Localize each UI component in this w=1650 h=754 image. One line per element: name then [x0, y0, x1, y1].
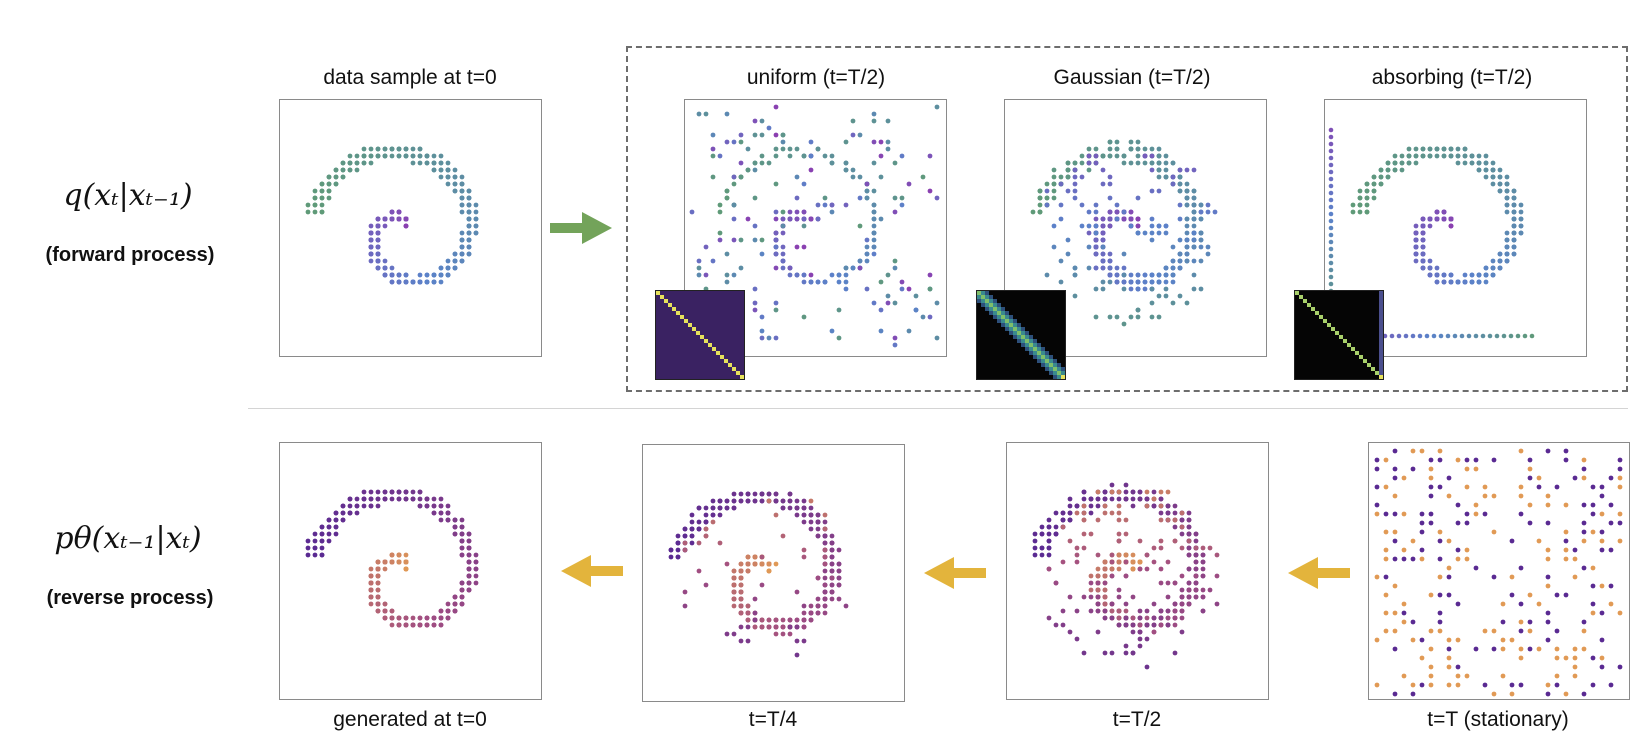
t-half-panel [1006, 442, 1269, 700]
t-half-scatter [1032, 482, 1220, 670]
uniform-scatter [689, 104, 940, 348]
t-full-scatter [1374, 448, 1623, 697]
t-full-caption: t=T (stationary) [1427, 708, 1569, 731]
t-quarter-caption: t=T/4 [748, 708, 798, 731]
generated-caption: generated at t=0 [333, 708, 487, 731]
reverse-equation: pθ(xₜ₋₁|xₜ) [54, 521, 202, 556]
reverse-process-label: (reverse process) [46, 587, 214, 609]
uniform-transition-matrix [655, 290, 745, 380]
forward-noise-group [626, 46, 1628, 392]
gaussian-panel [1004, 99, 1267, 357]
absorbing-transition-matrix [1294, 290, 1384, 380]
reverse-arrow-3-icon [1288, 557, 1350, 589]
t-quarter-panel [642, 444, 905, 702]
row-divider [248, 408, 1628, 409]
t-full-panel [1368, 442, 1630, 700]
forward-equation: q(xₜ|xₜ₋₁) [63, 178, 193, 213]
gaussian-title: Gaussian (t=T/2) [1053, 66, 1211, 89]
t-quarter-scatter [668, 491, 849, 658]
data-sample-scatter [305, 146, 479, 285]
data-sample-title: data sample at t=0 [323, 66, 497, 89]
absorbing-title: absorbing (t=T/2) [1371, 66, 1533, 89]
reverse-arrow-1-icon [561, 555, 623, 587]
gaussian-transition-matrix [976, 290, 1066, 380]
forward-arrow-icon [550, 212, 612, 244]
uniform-title: uniform (t=T/2) [746, 66, 886, 89]
reverse-arrow-2-icon [924, 557, 986, 589]
generated-panel [279, 442, 542, 700]
absorbing-scatter [1328, 127, 1535, 339]
gaussian-scatter [1030, 139, 1218, 327]
t-half-caption: t=T/2 [1112, 708, 1162, 731]
generated-scatter [305, 489, 479, 628]
data-sample-panel [279, 99, 542, 357]
forward-process-label: (forward process) [45, 244, 215, 266]
